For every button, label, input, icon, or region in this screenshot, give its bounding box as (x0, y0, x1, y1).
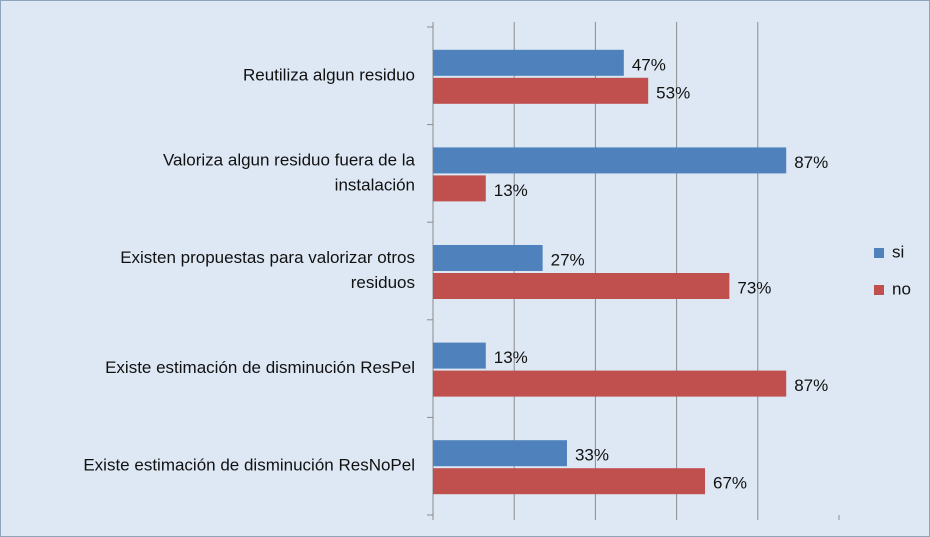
value-label: 13% (494, 181, 528, 200)
y-tick-label: Existen propuestas para valorizar otros (120, 248, 415, 267)
legend-label: si (892, 242, 904, 261)
y-tick-label: instalación (335, 175, 415, 194)
bar (433, 273, 730, 299)
bar (433, 175, 486, 202)
bar (433, 342, 486, 369)
bar (433, 49, 624, 76)
value-label: 67% (713, 474, 747, 493)
bar (433, 440, 567, 467)
bar (433, 77, 649, 104)
value-label: 53% (656, 83, 690, 102)
value-label: 13% (494, 348, 528, 367)
legend-swatch (874, 285, 884, 295)
y-tick-label: Reutiliza algun residuo (243, 65, 415, 84)
legend-label: no (892, 279, 911, 298)
y-tick-label: Existe estimación de disminución ResNoPe… (83, 456, 415, 475)
y-tick-label: Valoriza algun residuo fuera de la (163, 150, 416, 169)
value-label: 33% (575, 446, 609, 465)
bar (433, 468, 706, 495)
bar (433, 147, 787, 174)
value-label: 87% (794, 376, 828, 395)
bar (433, 245, 543, 271)
legend-swatch (874, 248, 884, 258)
value-label: 87% (794, 153, 828, 172)
value-label: 27% (551, 250, 585, 269)
value-label: 73% (737, 278, 771, 297)
y-tick-label: Existe estimación de disminución ResPel (105, 358, 415, 377)
value-label: 47% (632, 55, 666, 74)
bar (433, 370, 787, 397)
y-tick-label: residuos (351, 273, 415, 292)
